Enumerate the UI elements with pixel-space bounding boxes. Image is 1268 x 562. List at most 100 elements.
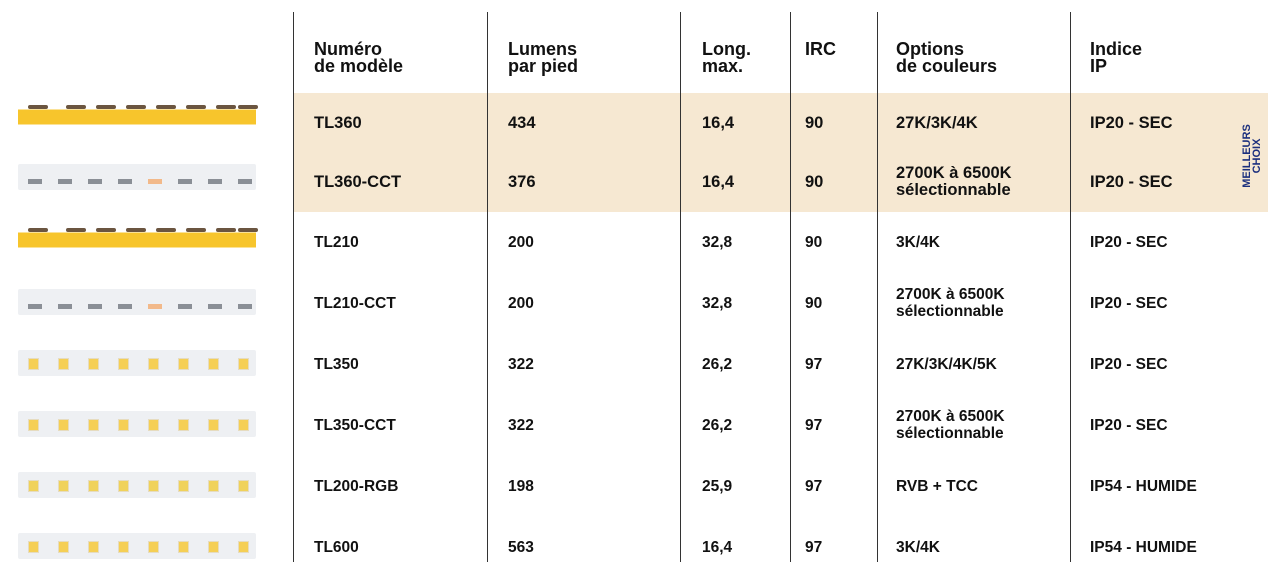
header-line: de couleurs bbox=[896, 58, 1066, 75]
strip-detail bbox=[28, 179, 42, 184]
column-header: Long.max. bbox=[702, 41, 792, 75]
strip-detail bbox=[238, 228, 258, 232]
strip-detail bbox=[28, 419, 39, 431]
strip-detail bbox=[28, 304, 42, 309]
strip-detail bbox=[58, 541, 69, 553]
table-cell: 32,8 bbox=[702, 273, 792, 333]
cell-text: IP20 - SEC bbox=[1090, 115, 1265, 132]
column-divider bbox=[487, 12, 488, 562]
cell-text: 97 bbox=[805, 539, 875, 556]
strip-detail bbox=[238, 541, 249, 553]
header-line: IP bbox=[1090, 58, 1265, 75]
cell-text: IP20 - SEC bbox=[1090, 417, 1265, 434]
strip-detail bbox=[126, 105, 146, 109]
table-cell: 563 bbox=[508, 517, 678, 562]
strip-detail bbox=[156, 105, 176, 109]
cell-text: 200 bbox=[508, 234, 678, 251]
cell-text: 16,4 bbox=[702, 174, 792, 191]
table-cell: TL210 bbox=[314, 212, 484, 272]
table-cell: 200 bbox=[508, 212, 678, 272]
strip-detail bbox=[178, 480, 189, 492]
table-cell: RVB + TCC bbox=[896, 456, 1066, 516]
strip-detail bbox=[118, 541, 129, 553]
table-cell: 16,4 bbox=[702, 152, 792, 212]
table-cell: 90 bbox=[805, 93, 875, 153]
table-cell: 16,4 bbox=[702, 93, 792, 153]
strip-detail bbox=[118, 480, 129, 492]
led-strip-image bbox=[18, 105, 256, 131]
table-cell: 434 bbox=[508, 93, 678, 153]
strip-detail bbox=[88, 419, 99, 431]
table-cell: TL350 bbox=[314, 334, 484, 394]
cell-text: TL350-CCT bbox=[314, 417, 484, 434]
cell-line: 2700K à 6500K bbox=[896, 408, 1066, 425]
cell-text: TL200-RGB bbox=[314, 478, 484, 495]
table-cell: TL360-CCT bbox=[314, 152, 484, 212]
strip-detail bbox=[208, 358, 219, 370]
led-strip-image bbox=[18, 533, 256, 559]
cell-text: 16,4 bbox=[702, 539, 792, 556]
table-cell: 97 bbox=[805, 395, 875, 455]
strip-detail bbox=[118, 304, 132, 309]
strip-detail bbox=[66, 105, 86, 109]
cell-text: 26,2 bbox=[702, 417, 792, 434]
strip-detail bbox=[58, 179, 72, 184]
cell-text: 322 bbox=[508, 417, 678, 434]
cell-line: 3K/4K bbox=[896, 234, 1066, 251]
strip-detail bbox=[118, 179, 132, 184]
table-cell: 97 bbox=[805, 456, 875, 516]
table-cell: 198 bbox=[508, 456, 678, 516]
strip-detail bbox=[88, 179, 102, 184]
table-cell: IP20 - SEC bbox=[1090, 93, 1265, 153]
table-cell: 25,9 bbox=[702, 456, 792, 516]
cell-text: IP54 - HUMIDE bbox=[1090, 539, 1265, 556]
cell-text: 434 bbox=[508, 115, 678, 132]
cell-line: RVB + TCC bbox=[896, 478, 1066, 495]
cell-line: 2700K à 6500K bbox=[896, 165, 1066, 182]
strip-detail bbox=[58, 419, 69, 431]
strip-detail bbox=[88, 304, 102, 309]
strip-detail bbox=[28, 358, 39, 370]
table-cell: IP20 - SEC bbox=[1090, 212, 1265, 272]
strip-detail bbox=[148, 541, 159, 553]
column-divider bbox=[1070, 12, 1071, 562]
column-header: Lumenspar pied bbox=[508, 41, 678, 75]
strip-detail bbox=[238, 419, 249, 431]
strip-detail bbox=[96, 105, 116, 109]
strip-detail bbox=[178, 541, 189, 553]
header-line: de modèle bbox=[314, 58, 484, 75]
cell-text: 198 bbox=[508, 478, 678, 495]
cell-line: 27K/3K/4K/5K bbox=[896, 356, 1066, 373]
strip-detail bbox=[238, 105, 258, 109]
cell-text: 97 bbox=[805, 417, 875, 434]
cell-text: IP20 - SEC bbox=[1090, 174, 1265, 191]
strip-detail bbox=[28, 228, 48, 232]
table-cell: 27K/3K/4K/5K bbox=[896, 334, 1066, 394]
strip-detail bbox=[208, 179, 222, 184]
cell-line: 27K/3K/4K bbox=[896, 115, 1066, 132]
strip-detail bbox=[28, 541, 39, 553]
table-cell: 97 bbox=[805, 517, 875, 562]
strip-detail bbox=[28, 480, 39, 492]
led-strip-image bbox=[18, 472, 256, 498]
header-line: par pied bbox=[508, 58, 678, 75]
header-line: IRC bbox=[805, 41, 875, 58]
table-cell: TL350-CCT bbox=[314, 395, 484, 455]
strip-detail bbox=[58, 480, 69, 492]
led-strip-image bbox=[18, 164, 256, 190]
table-cell: 27K/3K/4K bbox=[896, 93, 1066, 153]
cell-text: TL360 bbox=[314, 115, 484, 132]
led-strip-image bbox=[18, 350, 256, 376]
cell-line: sélectionnable bbox=[896, 303, 1066, 320]
table-cell: 26,2 bbox=[702, 395, 792, 455]
table-cell: 90 bbox=[805, 273, 875, 333]
cell-text: IP20 - SEC bbox=[1090, 234, 1265, 251]
cell-line: 2700K à 6500K bbox=[896, 286, 1066, 303]
cell-text: 97 bbox=[805, 478, 875, 495]
cell-text: IP20 - SEC bbox=[1090, 356, 1265, 373]
strip-detail bbox=[178, 179, 192, 184]
strip-detail bbox=[208, 304, 222, 309]
